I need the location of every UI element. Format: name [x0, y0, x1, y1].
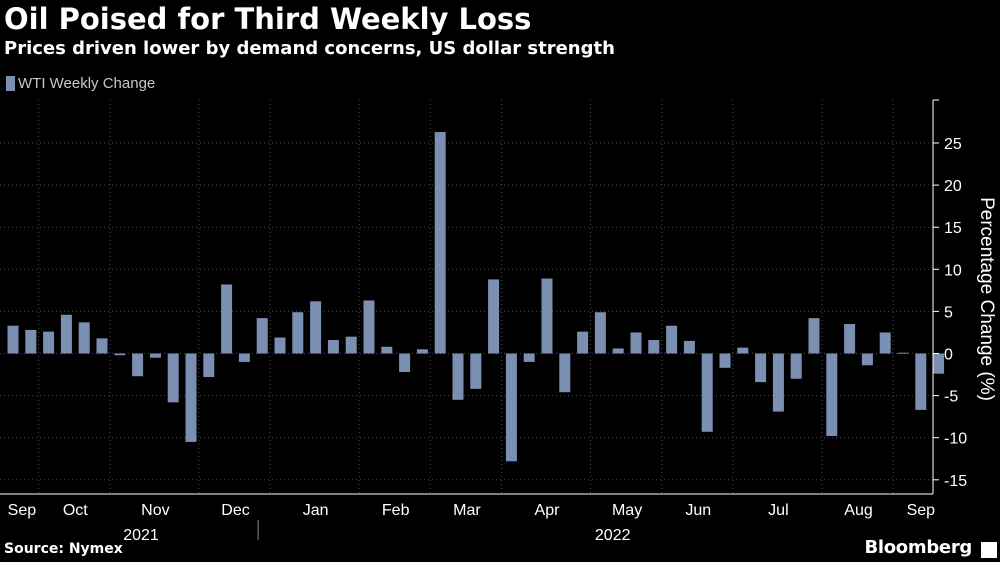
bar — [310, 301, 322, 354]
bar — [790, 353, 802, 379]
bar — [167, 353, 179, 403]
bar — [452, 353, 464, 400]
bar — [737, 347, 749, 354]
bar — [381, 346, 393, 354]
bar — [808, 318, 820, 354]
bar — [666, 325, 678, 354]
bar — [772, 353, 784, 412]
bar — [274, 337, 286, 354]
y-tick-label: 20 — [944, 178, 962, 195]
bar — [594, 312, 606, 354]
bar — [25, 329, 37, 354]
bar — [879, 332, 891, 354]
bar — [114, 353, 126, 356]
bar — [844, 324, 856, 354]
x-tick-label: Nov — [141, 502, 169, 519]
bar — [434, 132, 446, 354]
y-tick-label: 0 — [944, 347, 953, 364]
x-tick-label: Sep — [907, 502, 936, 519]
x-tick-label: Jul — [768, 502, 788, 519]
bar — [861, 353, 873, 366]
x-tick-label: Mar — [453, 502, 481, 519]
bar — [78, 322, 90, 354]
year-label: 2021 — [123, 527, 159, 544]
bar — [238, 353, 250, 362]
bar — [612, 348, 624, 354]
year-label: 2022 — [595, 527, 631, 544]
bar — [897, 352, 909, 354]
bar — [470, 353, 482, 389]
x-tick-label: Dec — [221, 502, 249, 519]
y-axis-title: Percentage Change (%) — [976, 197, 997, 401]
bar — [43, 331, 55, 354]
y-tick-label: -5 — [944, 389, 958, 406]
bar — [648, 340, 660, 354]
y-axis: -15 -10 -5 0 5 10 15 20 25 Percentage Change (%) — [932, 99, 997, 494]
bar — [221, 284, 233, 354]
x-tick-label: Aug — [844, 502, 872, 519]
bar — [488, 279, 500, 354]
bar — [256, 318, 268, 354]
bar — [327, 340, 339, 354]
chart-subtitle: Prices driven lower by demand concerns, … — [4, 38, 615, 59]
bar — [915, 353, 927, 410]
bar — [755, 353, 767, 383]
brand-logo: Bloomberg — [864, 537, 972, 558]
x-tick-label: Jun — [685, 502, 711, 519]
chart-legend: WTI Weekly Change — [6, 75, 155, 92]
x-axis: Sep Oct Nov Dec Jan Feb Mar Apr May Jun Jul Aug Sep 2… — [0, 493, 936, 544]
bar — [96, 338, 108, 354]
y-tick-label: 15 — [944, 220, 962, 237]
bar — [683, 340, 695, 354]
gridlines — [0, 100, 933, 494]
x-tick-label: Sep — [8, 502, 37, 519]
bar — [559, 353, 571, 393]
y-tick-label: 5 — [944, 304, 953, 321]
bar — [719, 353, 731, 368]
bar — [185, 353, 197, 442]
y-tick-label: -15 — [944, 473, 967, 490]
bar — [523, 353, 535, 362]
bar — [292, 312, 304, 354]
x-tick-label: Oct — [63, 502, 88, 519]
bar — [60, 314, 72, 354]
bar — [701, 353, 713, 432]
y-tick-label: -10 — [944, 431, 967, 448]
bar — [7, 325, 19, 354]
x-tick-label: Jan — [303, 502, 329, 519]
bar — [132, 353, 144, 377]
bar — [203, 353, 215, 378]
bar — [505, 353, 517, 462]
source-note: Source: Nymex — [4, 541, 123, 557]
legend-swatch — [6, 76, 15, 91]
y-tick-label: 10 — [944, 262, 962, 279]
bar — [345, 336, 357, 354]
bar — [416, 349, 428, 354]
bars — [7, 132, 945, 462]
bar — [363, 300, 375, 354]
chart-title: Oil Poised for Third Weekly Loss — [4, 2, 532, 36]
bar — [541, 278, 553, 354]
legend-label: WTI Weekly Change — [18, 75, 156, 92]
bar — [577, 331, 589, 354]
bar — [630, 332, 642, 354]
x-tick-label: May — [612, 502, 642, 519]
x-tick-label: Apr — [535, 502, 561, 519]
bar — [826, 353, 838, 437]
bar — [149, 353, 161, 358]
y-tick-label: 25 — [944, 136, 962, 153]
brand-mark-icon — [981, 542, 997, 558]
bar — [399, 353, 411, 373]
x-tick-label: Feb — [382, 502, 410, 519]
bar — [933, 353, 945, 374]
